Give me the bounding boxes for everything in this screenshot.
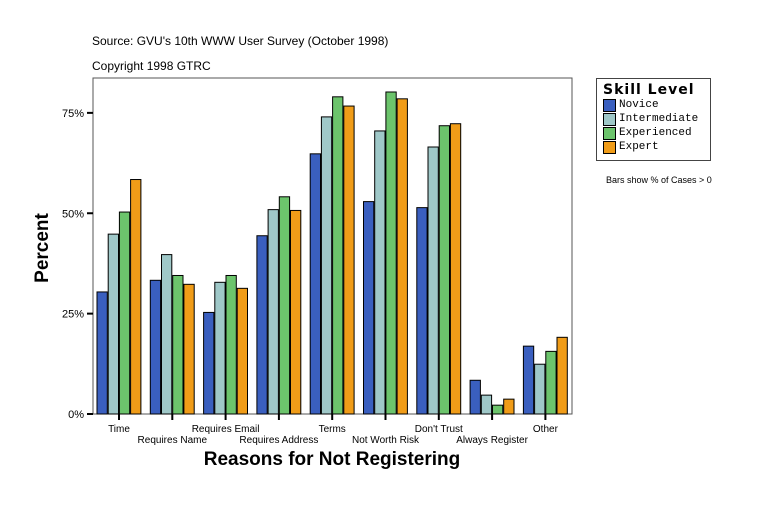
bar-experienced	[332, 96, 344, 415]
bar-expert	[290, 209, 302, 415]
x-tick-label: Requires Email	[192, 424, 260, 435]
legend-label: Experienced	[619, 127, 692, 139]
legend-swatch	[603, 140, 616, 154]
bar-novice	[522, 345, 535, 415]
bar-novice	[363, 201, 375, 415]
y-tick-label: 25%	[62, 309, 84, 321]
x-tick-label: Other	[533, 424, 559, 435]
bar-experienced	[545, 350, 557, 415]
x-tick-label: Always Register	[456, 435, 528, 446]
x-tick-label: Terms	[319, 424, 346, 435]
legend-label: Intermediate	[619, 113, 699, 125]
bar-intermediate	[214, 281, 226, 415]
bar-expert	[183, 283, 195, 415]
bar-experienced	[118, 211, 131, 415]
bar-intermediate	[374, 130, 386, 415]
y-tick-label: 0%	[68, 409, 84, 421]
legend-swatch	[603, 98, 616, 112]
x-tick-label: Not Worth Risk	[352, 435, 420, 446]
bar-expert	[556, 336, 568, 415]
bar-intermediate	[267, 209, 279, 415]
legend-label: Novice	[619, 99, 659, 111]
x-tick-label: Requires Address	[239, 435, 318, 446]
bar-experienced	[225, 274, 237, 415]
bar-experienced	[492, 404, 504, 415]
bar-intermediate	[480, 394, 493, 415]
y-tick-label: 75%	[62, 108, 84, 120]
legend-label: Expert	[619, 141, 659, 153]
legend-item: Novice	[603, 98, 710, 112]
source-text: Source: GVU's 10th WWW User Survey (Octo…	[92, 34, 389, 48]
bar-experienced	[172, 274, 184, 415]
bar-novice	[469, 379, 481, 415]
note-text: Bars show % of Cases > 0	[606, 175, 712, 185]
y-axis-label: Percent	[32, 212, 53, 282]
bar-intermediate	[107, 233, 119, 415]
x-axis-label: Reasons for Not Registering	[204, 449, 461, 470]
legend-item: Experienced	[603, 126, 710, 140]
bar-novice	[416, 207, 428, 415]
bar-expert	[396, 98, 408, 415]
bar-novice	[96, 291, 108, 415]
bar-expert	[130, 179, 142, 415]
bar-novice	[203, 311, 215, 415]
bar-expert	[236, 287, 248, 415]
bar-intermediate	[534, 363, 546, 415]
bar-intermediate	[161, 254, 173, 415]
bar-expert	[343, 105, 355, 415]
legend-title: Skill Level	[603, 82, 695, 98]
x-tick-label: Requires Name	[138, 435, 208, 446]
legend-item: Intermediate	[603, 112, 710, 126]
bar-expert	[449, 123, 462, 415]
bar-intermediate	[427, 146, 439, 415]
y-tick-label: 50%	[62, 208, 84, 220]
legend: Skill Level Novice Intermediate Experience…	[596, 78, 711, 161]
x-tick-label: Time	[108, 424, 130, 435]
legend-swatch	[603, 112, 616, 126]
legend-swatch	[603, 126, 616, 140]
bar-experienced	[438, 125, 451, 415]
bar-novice	[309, 153, 322, 415]
bar-experienced	[278, 196, 291, 415]
copyright-text: Copyright 1998 GTRC	[92, 59, 211, 73]
x-tick-label: Don't Trust	[415, 424, 463, 435]
bar-expert	[503, 398, 515, 415]
legend-item: Expert	[603, 140, 710, 154]
bar-novice	[149, 279, 162, 415]
bar-novice	[256, 235, 268, 415]
bar-intermediate	[320, 116, 333, 415]
bar-experienced	[385, 91, 397, 415]
